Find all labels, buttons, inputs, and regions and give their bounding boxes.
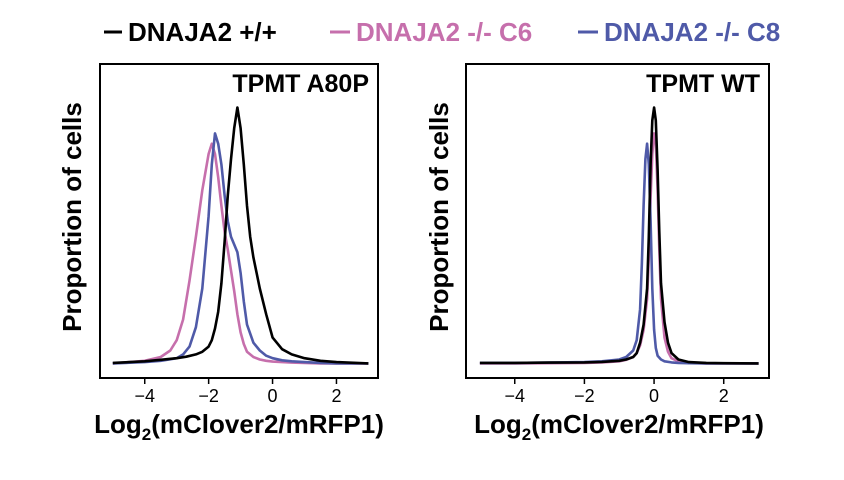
series-layer	[479, 106, 759, 365]
x-tick-label: −4	[134, 386, 155, 406]
panel-title: TPMT A80P	[232, 70, 369, 98]
x-tick-label: −2	[198, 386, 219, 406]
series-line-s0	[112, 106, 369, 365]
x-tick-label: 0	[649, 386, 659, 406]
panel-tpmt-wt: TPMT WT Proportion of cells −4 −2 0 2 Log2(…	[424, 63, 770, 444]
y-axis-label: Proportion of cells	[57, 102, 87, 332]
x-tick-label: 0	[268, 386, 278, 406]
x-axis-label: Log2(mClover2/mRFP1)	[474, 409, 764, 444]
panel-tpmt-a80p: TPMT A80P Proportion of cells −4 −2 0 2 Log…	[57, 63, 384, 444]
series-line-s1	[479, 132, 759, 365]
panel-title: TPMT WT	[646, 70, 760, 98]
x-tick-label: −4	[504, 386, 525, 406]
series-layer	[112, 106, 369, 365]
x-axis-label-subscript: 2	[522, 425, 531, 444]
legend-label-s1: DNAJA2 -/- C6	[356, 17, 532, 47]
x-tick-label: −2	[574, 386, 595, 406]
series-line-s2	[112, 132, 369, 365]
legend-label-s2: DNAJA2 -/- C8	[604, 17, 780, 47]
plot-frame	[99, 63, 379, 379]
x-axis-label-main: Log	[474, 409, 522, 439]
series-line-s1	[112, 142, 369, 365]
series-line-s2	[479, 142, 759, 365]
y-axis-label: Proportion of cells	[424, 102, 454, 332]
legend-label-s0: DNAJA2 +/+	[128, 17, 277, 47]
x-axis-label-main: Log	[94, 409, 142, 439]
x-axis-ticks: −4 −2 0 2	[134, 378, 341, 406]
x-axis-ticks: −4 −2 0 2	[504, 378, 729, 406]
series-line-s0	[479, 106, 759, 365]
x-tick-label: 2	[719, 386, 729, 406]
legend: DNAJA2 +/+ DNAJA2 -/- C6 DNAJA2 -/- C8	[104, 17, 780, 47]
x-axis-label-rest: (mClover2/mRFP1)	[151, 409, 384, 439]
x-axis-label: Log2(mClover2/mRFP1)	[94, 409, 384, 444]
x-axis-label-rest: (mClover2/mRFP1)	[531, 409, 764, 439]
x-axis-label-subscript: 2	[142, 425, 151, 444]
x-tick-label: 2	[331, 386, 341, 406]
plot-frame	[465, 63, 770, 379]
